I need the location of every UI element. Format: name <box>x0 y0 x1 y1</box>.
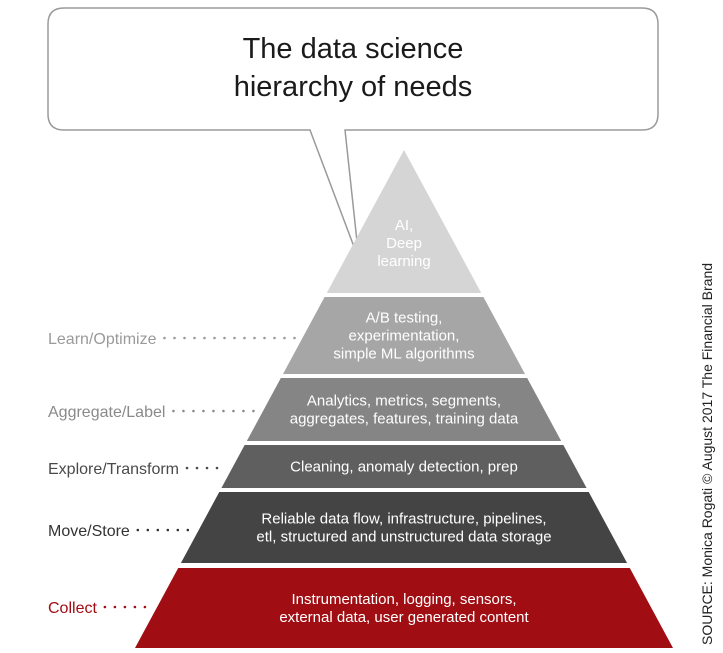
tier-collect <box>135 568 673 648</box>
title-speech-bubble <box>47 7 659 261</box>
tier-aggregate-label-text: Analytics, metrics, segments, <box>307 393 501 410</box>
tier-move-store-text: etl, structured and unstructured data st… <box>256 529 551 546</box>
tier-aggregate-label-text: aggregates, features, training data <box>290 411 519 428</box>
tier-aggregate-label <box>246 378 562 441</box>
tier-explore-transform <box>221 445 587 488</box>
tier-collect-text: external data, user generated content <box>279 609 529 626</box>
side-labels: Learn/Optimize Aggregate/Label Explore/Tra… <box>48 331 298 617</box>
side-label-explore-transform: Explore/Transform <box>48 461 179 478</box>
tier-explore-transform-text: Cleaning, anomaly detection, prep <box>290 459 518 476</box>
side-label-move-store: Move/Store <box>48 523 130 540</box>
tier-learn-optimize-text: experimentation, <box>349 328 460 345</box>
source-credit: SOURCE: Monica Rogati © August 2017 The … <box>699 263 715 645</box>
tier-learn-optimize <box>283 297 525 374</box>
side-label-collect: Collect <box>48 600 97 617</box>
side-label-aggregate-label: Aggregate/Label <box>48 404 165 421</box>
tier-move-store-text: Reliable data flow, infrastructure, pipe… <box>261 511 546 528</box>
tier-ai-text: AI, <box>395 217 413 234</box>
tier-learn-optimize-text: simple ML algorithms <box>333 346 474 363</box>
tier-collect-text: Instrumentation, logging, sensors, <box>291 591 516 608</box>
title-line-2: hierarchy of needs <box>234 71 473 103</box>
tier-move-store <box>180 492 628 563</box>
side-label-learn-optimize: Learn/Optimize <box>48 331 157 348</box>
tier-ai <box>326 150 482 293</box>
tier-ai-text: learning <box>377 253 430 270</box>
title-line-1: The data science <box>243 33 464 65</box>
tier-learn-optimize-text: A/B testing, <box>366 310 443 327</box>
tier-ai-text: Deep <box>386 235 422 252</box>
